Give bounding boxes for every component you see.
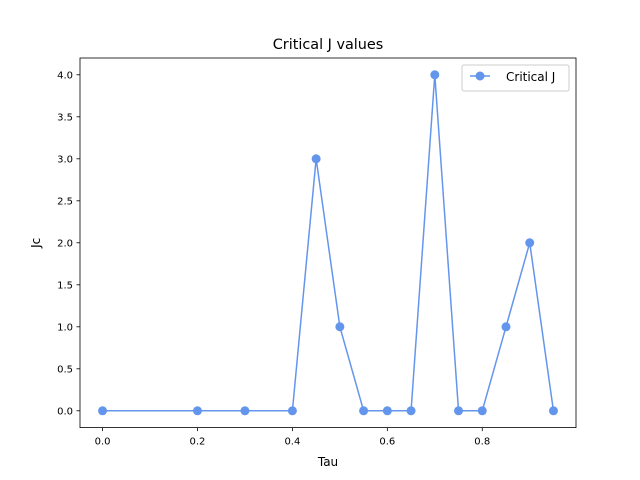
legend: Critical J [461,64,570,92]
data-point [454,406,464,416]
legend-label-critical-j: Critical J [506,70,555,84]
data-point [359,406,369,416]
x-tick-label: 0.2 [190,437,206,448]
axes-border [79,57,577,429]
x-axis-label: Tau [317,455,338,469]
x-tick-label: 0.4 [284,437,300,448]
data-point [192,406,202,416]
data-point [311,154,321,164]
data-point [525,238,535,248]
y-tick-label: 2.5 [57,196,73,207]
y-tick-label: 1.5 [57,280,73,291]
x-axis-ticks: 0.0 0.2 0.4 0.6 0.8 [95,427,490,448]
data-point [287,406,297,416]
data-point [501,322,511,332]
y-tick-label: 2.0 [57,238,73,249]
y-tick-label: 0.0 [57,406,73,417]
y-tick-label: 3.0 [57,154,73,165]
data-point [335,322,345,332]
data-point [98,406,108,416]
x-tick-label: 0.6 [379,437,395,448]
y-axis-label: Jc [29,238,43,249]
y-tick-label: 1.0 [57,322,73,333]
data-point [240,406,250,416]
x-tick-label: 0.8 [474,437,490,448]
data-point [477,406,487,416]
data-point [430,70,440,80]
y-tick-label: 3.5 [57,112,73,123]
data-point [548,406,558,416]
data-point [406,406,416,416]
x-tick-label: 0.0 [95,437,111,448]
axes-frame [79,57,577,429]
legend-marker-critical-j [475,71,485,81]
data-point [382,406,392,416]
y-tick-label: 4.0 [57,70,73,81]
series-layer [98,70,558,416]
y-tick-label: 0.5 [57,364,73,375]
y-axis-ticks: 0.0 0.5 1.0 1.5 2.0 2.5 3.0 3.5 4.0 [57,70,80,417]
chart-title: Critical J values [273,37,384,53]
legend-box [461,64,570,92]
